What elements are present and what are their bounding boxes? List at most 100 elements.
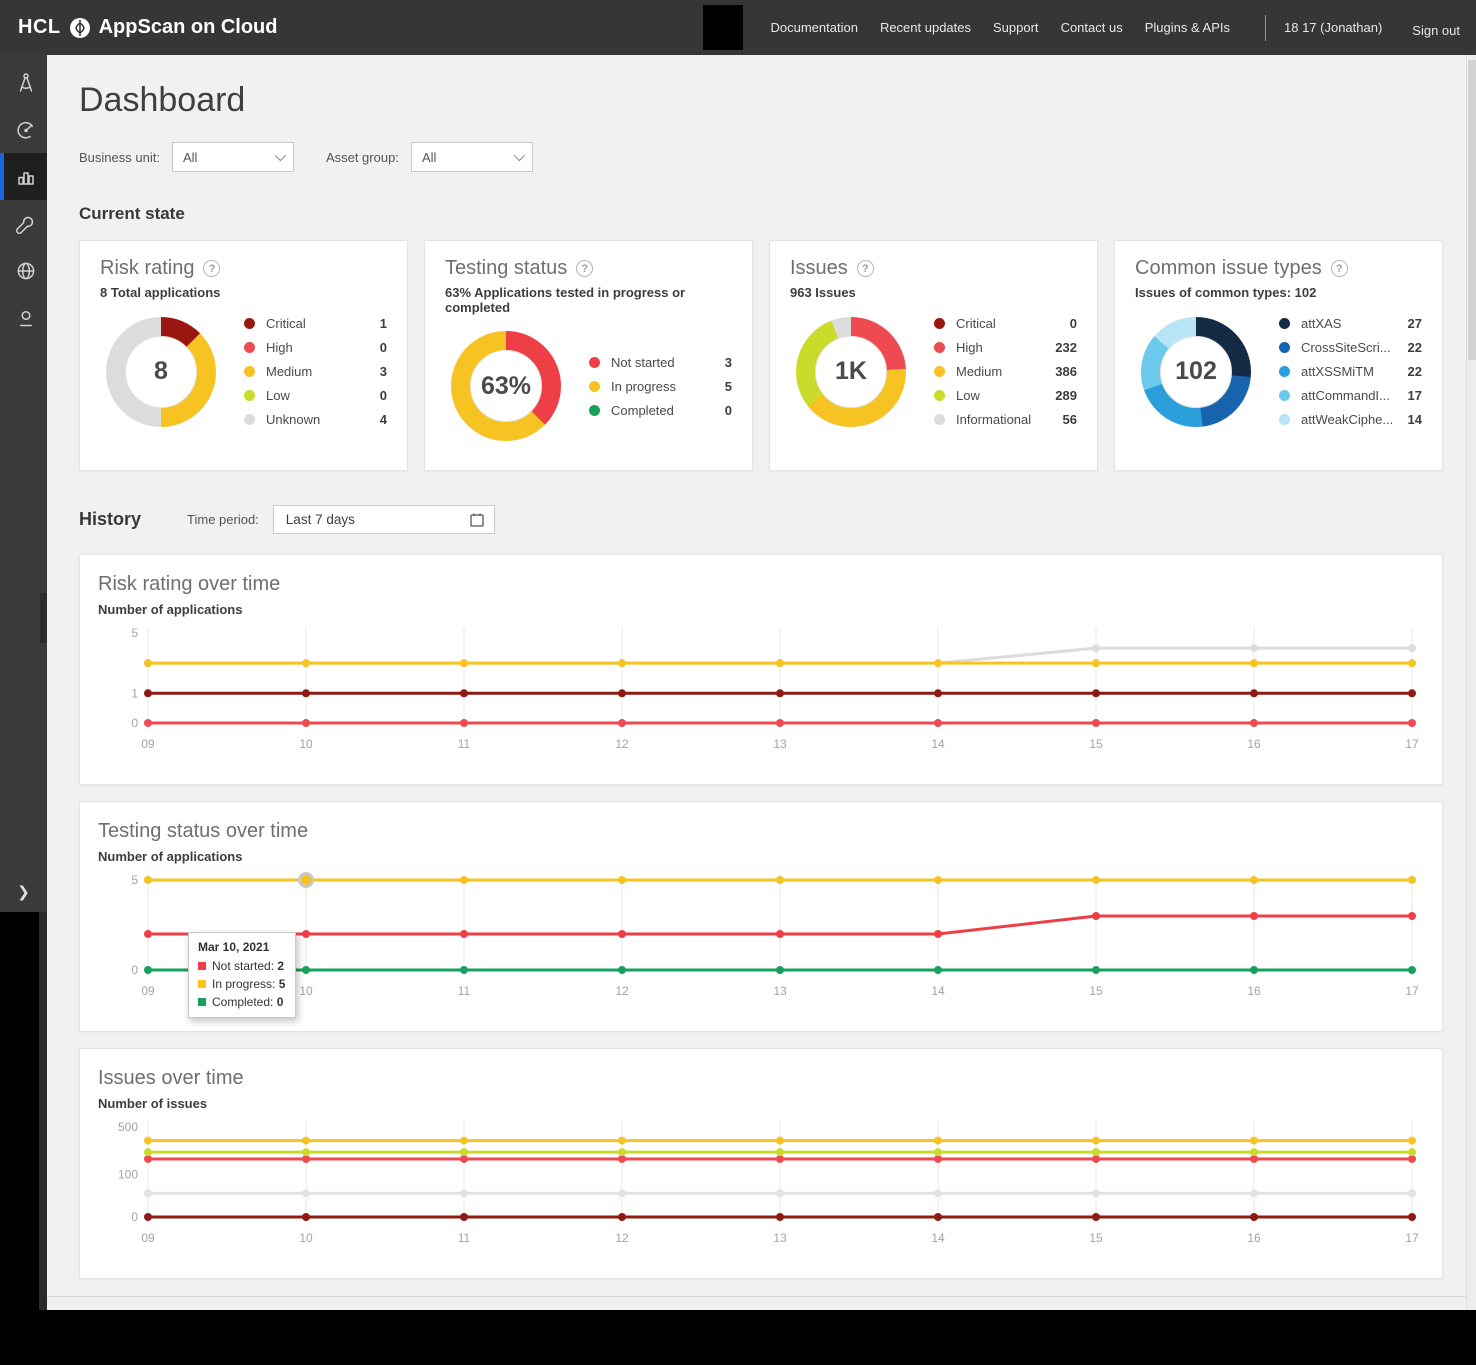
svg-text:1: 1 <box>131 686 138 700</box>
legend-value: 5 <box>725 379 732 394</box>
legend-dot <box>1279 414 1290 425</box>
legend-row: attCommandI...17 <box>1279 388 1422 403</box>
legend-value: 22 <box>1408 340 1422 355</box>
sidebar-item-account[interactable] <box>0 294 47 341</box>
chart-title: Risk rating over time <box>98 573 1424 596</box>
legend-value: 289 <box>1055 388 1077 403</box>
page-title: Dashboard <box>79 55 1443 120</box>
svg-text:14: 14 <box>931 1231 945 1245</box>
legend-dot <box>934 414 945 425</box>
main-content: Dashboard Business unit: All Asset group… <box>47 55 1476 1309</box>
svg-text:10: 10 <box>299 1231 313 1245</box>
help-icon[interactable]: ? <box>576 260 593 277</box>
chart-title: Testing status over time <box>98 820 1424 843</box>
legend-dot <box>1279 366 1290 377</box>
tooltip-row: Not started: 2 <box>198 959 285 973</box>
legend-dot <box>934 366 945 377</box>
help-icon[interactable]: ? <box>1331 260 1348 277</box>
sidebar-item-scans[interactable] <box>0 106 47 153</box>
time-period-value: Last 7 days <box>286 512 355 527</box>
nav-divider <box>1265 15 1266 41</box>
sign-out-link[interactable]: Sign out <box>1412 23 1460 38</box>
legend-dot <box>244 414 255 425</box>
redacted-avatar <box>703 5 743 50</box>
legend-label: High <box>956 340 983 355</box>
sidebar-item-applications[interactable] <box>0 59 47 106</box>
legend-dot <box>244 318 255 329</box>
legend-dot <box>244 366 255 377</box>
legend-dot <box>1279 318 1290 329</box>
svg-text:100: 100 <box>118 1168 138 1182</box>
legend-value: 4 <box>380 412 387 427</box>
tooltip-row: In progress: 5 <box>198 977 285 991</box>
help-icon[interactable]: ? <box>203 260 220 277</box>
nav-contact-us[interactable]: Contact us <box>1061 20 1123 35</box>
svg-text:11: 11 <box>458 984 471 998</box>
chart-tooltip: Mar 10, 2021 Not started: 2 In progress: … <box>188 932 296 1018</box>
history-heading: History <box>79 509 141 530</box>
svg-text:5: 5 <box>131 626 138 640</box>
svg-text:13: 13 <box>773 984 787 998</box>
asset-group-filter: Asset group: All <box>326 142 533 172</box>
legend-value: 27 <box>1408 316 1422 331</box>
time-period-select[interactable]: Last 7 days <box>273 505 495 534</box>
svg-text:10: 10 <box>299 737 313 751</box>
nav-plugins-apis[interactable]: Plugins & APIs <box>1145 20 1230 35</box>
svg-text:10: 10 <box>299 984 313 998</box>
svg-text:15: 15 <box>1089 1231 1103 1245</box>
chart-y-axis-label: Number of applications <box>98 849 1424 864</box>
legend-value: 22 <box>1408 364 1422 379</box>
legend-dot <box>934 390 945 401</box>
nav-recent-updates[interactable]: Recent updates <box>880 20 971 35</box>
sidebar-expand-chevron[interactable]: ❯ <box>0 876 47 908</box>
sidebar-item-network[interactable] <box>0 247 47 294</box>
legend-label: Low <box>266 388 290 403</box>
asset-group-select[interactable]: All <box>411 142 533 172</box>
card-title: Issues <box>790 257 848 280</box>
vertical-scrollbar-thumb[interactable] <box>1468 60 1476 360</box>
svg-text:11: 11 <box>458 1231 471 1245</box>
vertical-scrollbar[interactable] <box>1466 55 1476 1310</box>
business-unit-select[interactable]: All <box>172 142 294 172</box>
card-title: Risk rating <box>100 257 194 280</box>
nav-support[interactable]: Support <box>993 20 1039 35</box>
svg-text:12: 12 <box>615 737 629 751</box>
sidebar-item-tools[interactable] <box>0 200 47 247</box>
legend-value: 0 <box>380 340 387 355</box>
business-unit-value: All <box>183 150 197 165</box>
card-subtitle: Issues of common types: 102 <box>1135 285 1422 300</box>
legend-dot <box>1279 342 1290 353</box>
legend-value: 3 <box>725 355 732 370</box>
legend-label: Critical <box>266 316 306 331</box>
horizontal-scrollbar[interactable] <box>47 1296 1466 1310</box>
sidebar-item-dashboard[interactable] <box>0 153 47 200</box>
calendar-icon <box>469 512 485 528</box>
chevron-down-icon <box>514 150 525 161</box>
legend-label: Not started <box>611 355 675 370</box>
tooltip-row: Completed: 0 <box>198 995 285 1009</box>
legend-label: attXSSMiTM <box>1301 364 1374 379</box>
help-icon[interactable]: ? <box>857 260 874 277</box>
business-unit-label: Business unit: <box>79 150 160 165</box>
sidebar-resize-handle[interactable] <box>40 593 47 643</box>
svg-text:16: 16 <box>1247 1231 1261 1245</box>
filters-row: Business unit: All Asset group: All <box>79 142 1443 172</box>
card-subtitle: 8 Total applications <box>100 285 387 300</box>
tooltip-date: Mar 10, 2021 <box>198 940 285 954</box>
tooltip-rows: Not started: 2 In progress: 5 Completed: 0 <box>198 959 285 1009</box>
person-icon <box>15 307 37 329</box>
time-period-label: Time period: <box>187 512 259 527</box>
nav-documentation[interactable]: Documentation <box>770 20 857 35</box>
user-menu[interactable]: 18 17 (Jonathan) <box>1284 20 1382 35</box>
